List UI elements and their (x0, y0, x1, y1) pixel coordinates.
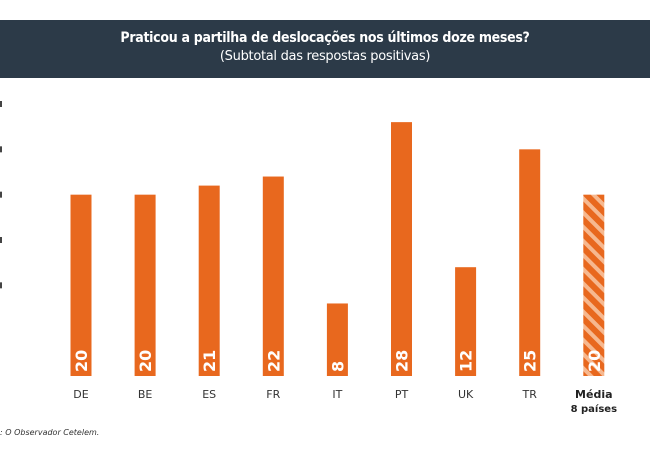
x-tick-label: TR (522, 388, 538, 401)
chart-title: Praticou a partilha de deslocações nos ú… (120, 30, 530, 46)
bar-fr (262, 176, 284, 376)
data-label: 21 (200, 350, 219, 372)
x-tick-label: BE (138, 388, 153, 401)
bar-pt (391, 122, 412, 376)
data-label: 20 (585, 350, 604, 372)
source-note: : O Observador Cetelem. (0, 428, 100, 437)
y-tick-fragment (0, 282, 2, 289)
data-label: 22 (264, 350, 283, 372)
bar-de (70, 194, 92, 376)
x-tick-label: IT (332, 388, 342, 401)
x-tick-label: UK (458, 388, 474, 401)
bar-be (134, 194, 156, 376)
x-tick-label: Média (575, 388, 612, 401)
bar-it (326, 303, 348, 376)
y-tick-fragment (0, 237, 2, 243)
x-tick-label: DE (73, 388, 88, 401)
x-tick-label: FR (266, 388, 280, 401)
x-tick-label: 8 países (571, 403, 618, 415)
bar-uk (455, 267, 477, 376)
chart-subtitle: (Subtotal das respostas positivas) (219, 49, 431, 64)
x-tick-label: ES (202, 388, 216, 401)
data-label: 8 (328, 361, 347, 372)
y-tick-fragment (0, 146, 2, 153)
y-tick-fragment (0, 191, 2, 198)
data-label: 28 (393, 350, 412, 372)
bar-tr (519, 149, 541, 376)
x-tick-label: PT (395, 388, 409, 401)
bar-média (583, 194, 605, 376)
data-label: 20 (72, 350, 91, 372)
data-label: 20 (136, 350, 155, 372)
data-label: 12 (457, 350, 476, 372)
data-label: 25 (521, 350, 540, 372)
y-tick-fragment (0, 101, 2, 107)
chart-header: Praticou a partilha de deslocações nos ú… (0, 20, 650, 78)
bar-es (198, 185, 220, 376)
